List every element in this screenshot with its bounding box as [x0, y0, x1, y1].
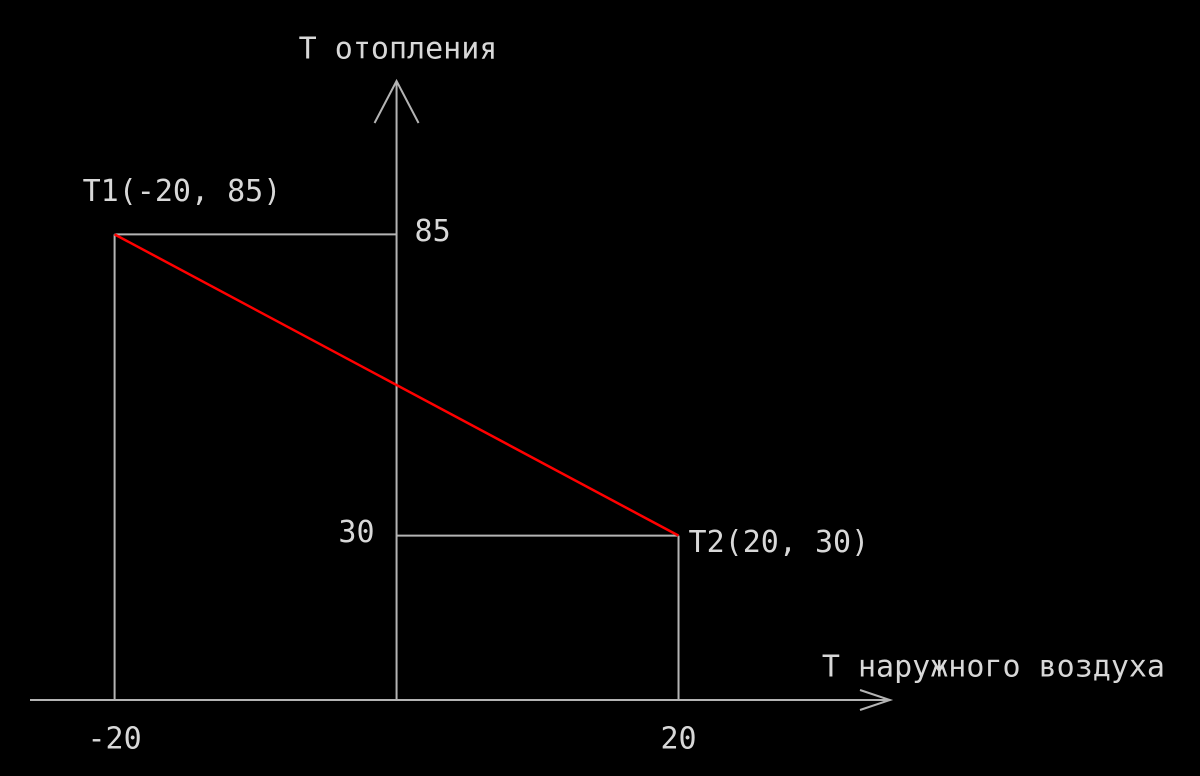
data-line — [114, 233, 680, 537]
point-annotation: T1(-20, 85) — [83, 174, 282, 209]
x-axis-arrow — [859, 689, 894, 711]
y-tick-label: 30 — [338, 515, 374, 550]
x-tick-label: -20 — [87, 722, 141, 757]
x-axis-label: T наружного воздуха — [822, 650, 1165, 685]
y-axis-label: T отопления — [299, 32, 498, 67]
x-tick-label: 20 — [660, 722, 696, 757]
point-annotation: T2(20, 30) — [689, 525, 870, 560]
y-tick-label: 85 — [415, 214, 451, 249]
y-axis-arrow — [373, 78, 420, 124]
